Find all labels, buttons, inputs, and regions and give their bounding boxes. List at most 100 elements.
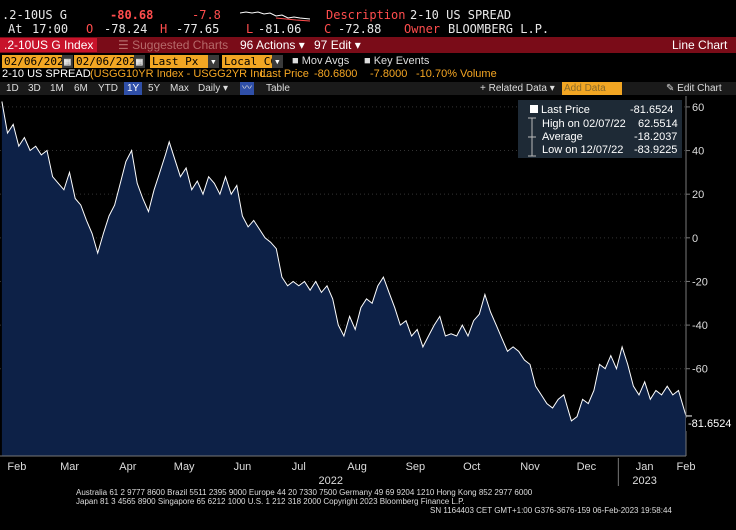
footer-line-1: Australia 61 2 9777 8600 Brazil 5511 239… [76,488,533,497]
currency-select[interactable]: Local CCY [222,55,284,68]
series-formula: (USGG10YR Index - USGG2YR Ind.. [90,68,272,80]
end-date-field[interactable]: 02/06/2023 [74,55,145,68]
period-button-1m[interactable]: 1M [50,83,64,94]
x-tick-label: Oct [463,461,480,473]
chevron-down-icon: ▾ [220,83,229,94]
series-pct: -10.70% [416,68,457,80]
table-button[interactable]: Table [266,83,290,94]
add-data-input[interactable]: Add Data [562,82,622,95]
calendar-icon[interactable]: ▦ [62,55,73,68]
legend-low-value: -83.9225 [634,144,678,156]
legend: Last Price -81.6524 High on 02/07/22 62.… [518,100,682,158]
suggested-charts-label: Suggested Charts [132,38,229,52]
related-data-label: + Related Data [480,83,547,94]
legend-high-label: High on 02/07/22 [542,118,626,130]
last-value-tag: -81.6524 [686,418,734,431]
chevron-down-icon: ▾ [351,38,361,52]
legend-last-price-value: -81.6524 [630,104,674,116]
edit-menu[interactable]: 97 Edit ▾ [314,38,361,52]
at-label: At [8,22,23,36]
high-value: -77.65 [176,22,220,36]
edit-chart-button[interactable]: ✎ Edit Chart [666,82,722,95]
low-value: -81.06 [258,22,302,36]
owner-value: BLOOMBERG L.P. [448,22,550,36]
open-label: O [86,22,94,36]
checkbox-icon: ■ [364,55,374,67]
y-tick-label: 60 [692,102,704,114]
frequency-select[interactable]: Daily ▾ [198,82,228,95]
edit-icon: 97 [314,38,331,52]
legend-avg-label: Average [542,131,583,143]
x-tick-label: Sep [406,461,426,473]
y-tick-label: -40 [692,320,708,332]
series-change: -7.8000 [370,68,408,80]
checkbox-icon: ■ [292,55,302,67]
x-tick-label: Jul [292,461,306,473]
legend-last-price-label: Last Price [541,104,590,116]
volume-label: Volume [460,68,497,80]
close-value: -72.88 [338,22,382,36]
calendar-icon[interactable]: ▦ [134,55,145,68]
x-tick-label: Jun [234,461,252,473]
period-button-1y[interactable]: 1Y [124,82,143,95]
period-button-1d[interactable]: 1D [6,83,19,94]
series-line [1,101,687,422]
edit-label: Edit [330,38,352,52]
period-button-ytd[interactable]: YTD [98,83,118,94]
related-data-button[interactable]: + Related Data ▾ [480,82,555,95]
legend-range-icon [528,117,536,157]
period-button-6m[interactable]: 6M [74,83,88,94]
x-tick-label: Dec [577,461,597,473]
chart-area[interactable]: 60 40 20 0 -20 -40 -60 Feb Mar Apr May Jun Jul Aug Sep… [0,96,736,486]
y-tick-label: 20 [692,189,704,201]
series-area [1,101,686,456]
edit-chart-label: Edit Chart [677,83,722,94]
chevron-down-icon[interactable]: ▾ [272,55,283,68]
period-button-3d[interactable]: 3D [28,83,41,94]
actions-label: Actions [256,38,296,52]
period-button-max[interactable]: Max [170,83,189,94]
legend-avg-value: -18.2037 [634,131,678,143]
series-name: 2-10 US SPREAD [2,68,91,80]
sparkline-icon [240,11,310,22]
frequency-label: Daily [198,83,221,94]
x-tick-label: Feb [7,461,26,473]
footer-line-2: Japan 81 3 4565 8900 Singapore 65 6212 1… [76,497,465,506]
year-label: 2022 [319,475,343,486]
key-events-label: Key Events [373,55,430,67]
legend-last-price-row: Last Price [530,104,590,117]
period-button-5y[interactable]: 5Y [148,83,161,94]
actions-menu[interactable]: 96 Actions ▾ [240,38,305,52]
chevron-down-icon: ▾ [547,83,555,94]
x-tick-label: Feb [677,461,696,473]
last-value: -80.68 [110,8,154,22]
last-price-value: -80.6800 [314,68,358,80]
field-select[interactable]: Last Px [150,55,218,68]
x-tick-label: Apr [119,461,136,473]
mov-avgs-toggle[interactable]: ■ Mov Avgs [290,55,351,68]
suggested-charts-icon: ☰ [118,38,133,52]
at-time: 17:00 [32,22,69,36]
security-field[interactable]: .2-10US G Index [0,38,98,52]
toolbar [0,37,736,53]
start-date-field[interactable]: 02/06/2022 [2,55,73,68]
line-style-icon[interactable]: 〰 [240,82,254,95]
legend-low-label: Low on 12/07/22 [542,144,624,156]
header-row-1: .2-10US G [2,8,67,22]
suggested-charts-button[interactable]: ☰ Suggested Charts [118,38,228,52]
chevron-down-icon: ▾ [295,38,305,52]
legend-high-value: 62.5514 [638,118,678,130]
chart-type-label: Line Chart [672,38,728,52]
x-tick-label: Nov [520,461,540,473]
key-events-toggle[interactable]: ■ Key Events [362,55,431,68]
chevron-down-icon[interactable]: ▾ [208,55,219,68]
change-value: -7.8 [192,8,221,22]
year-label: 2023 [632,475,656,486]
owner-label: Owner [404,22,441,36]
y-tick-label: -20 [692,276,708,288]
x-tick-label: Aug [347,461,367,473]
ticker[interactable]: .2-10US G [2,8,68,22]
y-tick-label: -60 [692,364,708,376]
y-tick-label: 40 [692,146,704,158]
high-label: H [160,22,168,36]
